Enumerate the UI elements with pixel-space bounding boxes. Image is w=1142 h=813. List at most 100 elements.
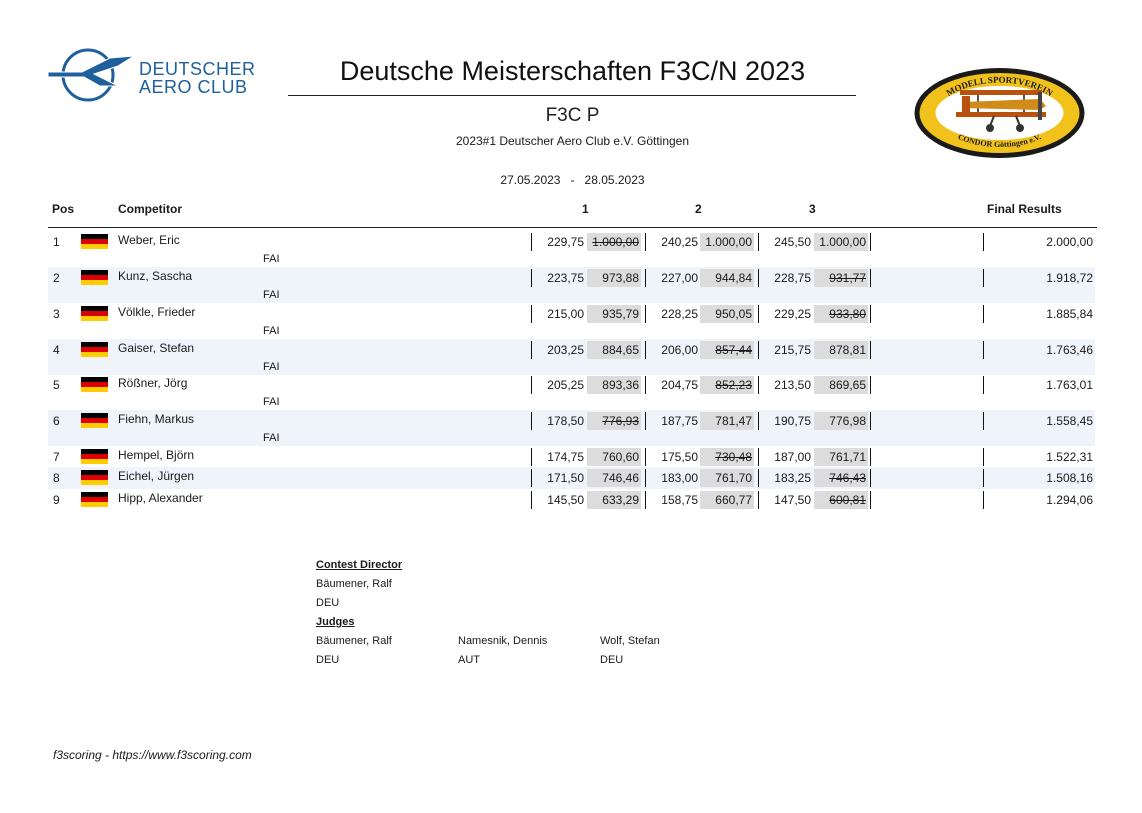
competitor-name: Eichel, Jürgen	[118, 469, 195, 483]
table-row: 9 Hipp, Alexander 145,50 633,29 158,75 660,77…	[48, 489, 1095, 511]
fai-label: FAI	[263, 253, 280, 265]
raw-score: 205,25	[547, 378, 584, 392]
raw-score: 229,75	[547, 235, 584, 249]
final-result: 1.294,06	[1046, 493, 1093, 507]
raw-score: 178,50	[547, 414, 584, 428]
column-separator	[983, 412, 984, 430]
raw-score: 187,00	[774, 450, 811, 464]
header-divider	[48, 227, 1097, 228]
judges-heading: Judges	[316, 616, 355, 628]
class-subtitle: F3C P	[545, 105, 600, 126]
event-name: 2023#1 Deutscher Aero Club e.V. Göttinge…	[455, 134, 690, 148]
position-cell: 6	[53, 414, 60, 428]
condor-club-logo: MODELL SPORTVEREIN CONDOR Göttingen e.V.	[912, 66, 1087, 160]
column-separator	[758, 491, 759, 509]
column-separator	[531, 491, 532, 509]
raw-score: 229,25	[774, 307, 811, 321]
table-row: 8 Eichel, Jürgen 171,50 746,46 183,00 761,70 1…	[48, 467, 1095, 489]
column-separator	[531, 233, 532, 251]
column-separator	[758, 341, 759, 359]
page-title: Deutsche Meisterschaften F3C/N 2023	[339, 56, 806, 86]
position-cell: 4	[53, 343, 60, 357]
normalized-score: 1.000,00	[814, 233, 868, 251]
raw-score: 183,00	[661, 471, 698, 485]
column-separator	[645, 269, 646, 287]
column-separator	[983, 341, 984, 359]
competitor-name: Gaiser, Stefan	[118, 341, 195, 355]
logo-text-line2: AERO CLUB	[139, 77, 248, 97]
raw-score: 187,75	[661, 414, 698, 428]
table-row: 2 Kunz, Sascha FAI 223,75 973,88 227,00 944,84…	[48, 267, 1095, 303]
column-separator	[645, 233, 646, 251]
position-cell: 8	[53, 471, 60, 485]
raw-score: 145,50	[547, 493, 584, 507]
fai-label: FAI	[263, 396, 280, 408]
normalized-score: 761,71	[814, 448, 868, 466]
column-separator	[758, 269, 759, 287]
judge-name: Namesnik, Dennis	[458, 635, 548, 647]
fai-label: FAI	[263, 361, 280, 373]
germany-flag-icon	[81, 377, 108, 392]
column-separator	[983, 269, 984, 287]
fai-label: FAI	[263, 432, 280, 444]
column-separator	[870, 341, 871, 359]
col-header-final: Final Results	[987, 202, 1062, 216]
normalized-score: 973,88	[587, 269, 641, 287]
raw-score: 215,75	[774, 343, 811, 357]
column-separator	[983, 448, 984, 466]
title-divider	[288, 95, 856, 96]
logo-text-line1: DEUTSCHER	[139, 59, 256, 79]
position-cell: 3	[53, 307, 60, 321]
raw-score: 204,75	[661, 378, 698, 392]
final-result: 1.763,01	[1046, 378, 1093, 392]
column-separator	[531, 269, 532, 287]
germany-flag-icon	[81, 270, 108, 285]
competitor-name: Fiehn, Markus	[118, 412, 195, 426]
column-separator	[758, 412, 759, 430]
table-row: 1 Weber, Eric FAI 229,75 1.000,00 240,25 1.000…	[48, 231, 1095, 267]
raw-score: 183,25	[774, 471, 811, 485]
column-separator	[870, 412, 871, 430]
column-separator	[645, 376, 646, 394]
col-header-round-3: 3	[809, 202, 816, 216]
position-cell: 7	[53, 450, 60, 464]
competitor-name: Hempel, Björn	[118, 448, 195, 462]
column-separator	[870, 469, 871, 487]
contest-director-heading: Contest Director	[316, 559, 403, 571]
discarded-score: 933,80	[814, 305, 868, 323]
column-separator	[645, 491, 646, 509]
director-country: DEU	[316, 597, 340, 609]
date-separator: -	[570, 173, 575, 187]
normalized-score: 760,60	[587, 448, 641, 466]
final-result: 1.522,31	[1046, 450, 1093, 464]
column-separator	[531, 341, 532, 359]
competitor-name: Rößner, Jörg	[118, 376, 188, 390]
biplane-emblem-icon: MODELL SPORTVEREIN CONDOR Göttingen e.V.	[914, 68, 1085, 158]
aero-club-emblem-icon	[47, 48, 135, 102]
germany-flag-icon	[81, 470, 108, 485]
table-row: 3 Völkle, Frieder FAI 215,00 935,79 228,25 950…	[48, 303, 1095, 339]
position-cell: 2	[53, 271, 60, 285]
column-separator	[758, 469, 759, 487]
judge-name: Wolf, Stefan	[600, 635, 660, 647]
normalized-score: 776,98	[814, 412, 868, 430]
raw-score: 228,25	[661, 307, 698, 321]
director-name: Bäumener, Ralf	[316, 578, 392, 590]
raw-score: 174,75	[547, 450, 584, 464]
column-separator	[531, 305, 532, 323]
raw-score: 215,00	[547, 307, 584, 321]
final-result: 1.558,45	[1046, 414, 1093, 428]
final-result: 2.000,00	[1046, 235, 1093, 249]
normalized-score: 1.000,00	[700, 233, 754, 251]
raw-score: 175,50	[661, 450, 698, 464]
discarded-score: 776,93	[587, 412, 641, 430]
raw-score: 203,25	[547, 343, 584, 357]
raw-score: 245,50	[774, 235, 811, 249]
normalized-score: 878,81	[814, 341, 868, 359]
column-separator	[758, 448, 759, 466]
fai-label: FAI	[263, 325, 280, 337]
germany-flag-icon	[81, 449, 108, 464]
column-separator	[645, 341, 646, 359]
discarded-score: 857,44	[700, 341, 754, 359]
footer-credit: f3scoring - https://www.f3scoring.com	[53, 748, 252, 762]
